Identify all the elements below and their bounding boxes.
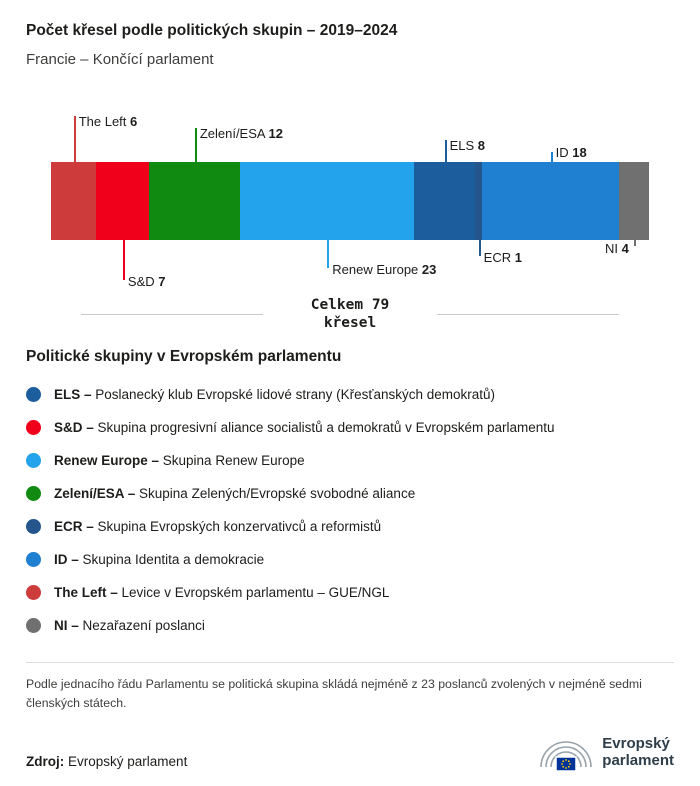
legend-label: ID – Skupina Identita a demokracie [54, 552, 265, 568]
legend-dot [26, 453, 41, 469]
bar-segment-id [482, 162, 619, 240]
legend-label: S&D – Skupina progresivní aliance social… [54, 420, 555, 436]
legend-dot [26, 552, 41, 568]
legend-list: ELS – Poslanecký klub Evropské lidové st… [26, 378, 674, 642]
bar-segment-s-d [96, 162, 150, 240]
legend-dot [26, 585, 41, 601]
legend-item-ni: NI – Nezařazení poslanci [26, 609, 674, 642]
eu-flag-icon [555, 756, 578, 773]
callout-line [550, 152, 553, 162]
callout-line [478, 240, 481, 256]
legend-label: ELS – Poslanecký klub Evropské lidové st… [54, 387, 495, 403]
callout-line [633, 240, 636, 246]
legend-item-the-left: The Left – Levice v Evropském parlamentu… [26, 576, 674, 609]
ep-logo: Evropský parlament [539, 731, 674, 773]
callout-line [444, 140, 447, 162]
callout-label: ECR 1 [483, 250, 522, 265]
legend-label: The Left – Levice v Evropském parlamentu… [54, 585, 390, 601]
stacked-bar [51, 162, 649, 240]
bar-segment-els [414, 162, 475, 240]
legend-dot [26, 618, 41, 634]
legend-dot [26, 519, 41, 535]
legend-label: NI – Nezařazení poslanci [54, 618, 205, 634]
ep-logo-line1: Evropský [602, 735, 670, 753]
bar-segment-ecr [474, 162, 483, 240]
source-value: Evropský parlament [68, 754, 188, 770]
source-label: Zdroj: [26, 754, 65, 770]
callout-line [194, 128, 197, 162]
legend-item-renew-europe: Renew Europe – Skupina Renew Europe [26, 444, 674, 477]
legend-item-els: ELS – Poslanecký klub Evropské lidové st… [26, 378, 674, 411]
callout-label: S&D 7 [127, 274, 166, 289]
callout-label: NI 4 [605, 241, 629, 256]
legend-dot [26, 420, 41, 436]
callout-line [122, 240, 125, 280]
legend-heading: Politické skupiny v Evropském parlamentu [26, 348, 342, 366]
callout-label: The Left 6 [78, 114, 138, 129]
ep-logo-graphic [540, 741, 593, 773]
page-subtitle: Francie – Končící parlament [26, 51, 214, 68]
legend-item-s-d: S&D – Skupina progresivní aliance social… [26, 411, 674, 444]
legend-label: Renew Europe – Skupina Renew Europe [54, 453, 305, 469]
total-label: Celkem 79 křesel [310, 297, 390, 332]
callout-line [73, 116, 76, 162]
callout-label: ID 18 [555, 145, 587, 160]
legend-label: Zelení/ESA – Skupina Zelených/Evropské s… [54, 486, 416, 502]
footer: Zdroj: Evropský parlament [26, 731, 674, 773]
total-rule-right [437, 313, 620, 315]
bar-segment-ni [618, 162, 649, 240]
divider [26, 662, 674, 664]
legend-dot [26, 486, 41, 502]
source: Zdroj: Evropský parlament [26, 754, 187, 773]
callout-label: ELS 8 [449, 138, 486, 153]
bar-segment-renew-europe [240, 162, 415, 240]
labels-above: The Left 6 Zelení/ESA 12 ELS 8 ID 18 [51, 100, 649, 162]
callout-label: Renew Europe 23 [332, 262, 437, 277]
legend-item-ecr: ECR – Skupina Evropských konzervativců a… [26, 510, 674, 543]
total-rule-left [81, 313, 263, 315]
legend-item-id: ID – Skupina Identita a demokracie [26, 543, 674, 576]
callout-line [327, 240, 330, 268]
bar-segment-zelen-esa [149, 162, 241, 240]
legend-label: ECR – Skupina Evropských konzervativců a… [54, 519, 382, 535]
legend-item-zelen-esa: Zelení/ESA – Skupina Zelených/Evropské s… [26, 477, 674, 510]
total-row: Celkem 79 křesel [81, 296, 620, 332]
labels-below: S&D 7 Renew Europe 23 ECR 1 NI 4 [51, 240, 649, 290]
ep-logo-line2: parlament [602, 752, 674, 770]
legend-dot [26, 387, 41, 403]
page-title: Počet křesel podle politických skupin – … [26, 22, 398, 39]
footnote: Podle jednacího řádu Parlamentu se polit… [26, 677, 642, 711]
seat-chart: The Left 6 Zelení/ESA 12 ELS 8 ID 18 S&D 7 R… [26, 100, 674, 332]
ep-logo-wordmark: Evropský parlament [602, 735, 674, 770]
callout-label: Zelení/ESA 12 [199, 126, 283, 141]
bar-segment-the-left [51, 162, 97, 240]
